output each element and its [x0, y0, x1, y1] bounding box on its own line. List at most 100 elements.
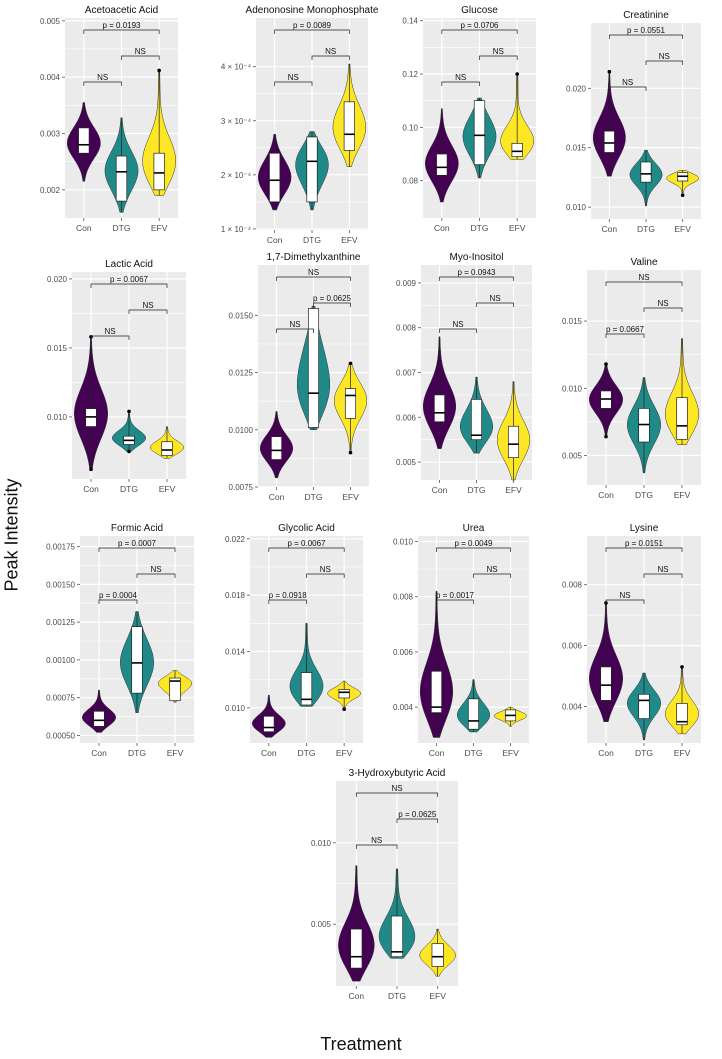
significance-bracket [313, 302, 351, 307]
x-tick-label-con: Con [76, 223, 92, 233]
outlier-point-efv [157, 68, 161, 73]
significance-label: p = 0.0151 [625, 539, 664, 548]
boxplot-dtg [470, 399, 483, 441]
panel-title: Creatinine [623, 10, 669, 21]
outlier-point-efv [348, 450, 353, 455]
significance-label: NS [622, 78, 633, 87]
boxplot-efv [507, 425, 520, 458]
significance-label: NS [325, 47, 336, 56]
y-tick-label: 0.006 [396, 413, 417, 422]
significance-bracket [441, 29, 518, 34]
boxplot-efv [343, 101, 355, 151]
significance-bracket [311, 55, 350, 60]
significance-bracket [473, 573, 511, 578]
y-tick-label: 0.022 [225, 535, 246, 544]
significance-bracket [439, 328, 477, 333]
boxplot-efv [161, 441, 173, 456]
significance-label: p = 0.0067 [287, 539, 326, 548]
x-tick-label-efv: EFV [674, 748, 691, 758]
boxplot-dtg [131, 626, 143, 694]
significance-bracket [608, 34, 684, 39]
panel-adenonosine-monophosphate: 1 × 10⁻⁴ 2 × 10⁻⁴ 3 × 10⁻⁴ 4 × 10⁻⁴ Con DTG EF… [221, 5, 379, 245]
significance-bracket [83, 29, 160, 34]
y-tick-label: 0.008 [396, 324, 417, 333]
significance-label: NS [135, 47, 146, 56]
x-tick-label-con: Con [598, 490, 614, 500]
boxplot-con [263, 715, 275, 733]
y-tick-label: 0.018 [225, 591, 246, 600]
y-tick-label: 0.007 [396, 369, 417, 378]
x-tick-label-dtg: DTG [465, 748, 483, 758]
x-tick-label-efv: EFV [151, 223, 168, 233]
boxplot-con [436, 153, 448, 176]
y-tick-label: 3 × 10⁻⁴ [221, 117, 252, 126]
boxplot-efv [676, 703, 688, 726]
boxplot-dtg [473, 100, 486, 166]
boxplot-efv [676, 397, 688, 440]
significance-bracket [605, 547, 683, 552]
boxplot-dtg [307, 308, 320, 428]
y-tick-label: 0.005 [396, 458, 417, 467]
significance-bracket [276, 328, 314, 333]
significance-label: NS [489, 294, 500, 303]
panel-title: Urea [463, 523, 485, 534]
significance-label: p = 0.0625 [313, 294, 352, 303]
y-tick-label: 0.14 [402, 17, 418, 26]
significance-label: p = 0.0049 [454, 539, 493, 548]
panel-title: Glucose [461, 5, 498, 16]
outlier-point-con [604, 362, 608, 366]
x-tick-label-con: Con [429, 748, 445, 758]
y-tick-label: 0.009 [396, 279, 417, 288]
y-tick-label: 0.0100 [229, 426, 254, 435]
significance-bracket [90, 283, 168, 288]
significance-label: p = 0.0918 [269, 591, 308, 600]
significance-label: NS [289, 320, 300, 329]
x-tick-label-con: Con [91, 748, 107, 758]
panel-title: Acetoacetic Acid [85, 5, 158, 16]
panel-title: Adenonosine Monophosphate [246, 5, 379, 16]
boxplot-efv [169, 677, 181, 702]
boxplot-efv [431, 943, 444, 967]
boxplot-con [430, 670, 443, 713]
significance-label: p = 0.0007 [118, 539, 157, 548]
x-tick-label-con: Con [432, 485, 448, 495]
y-tick-label: 0.00150 [46, 580, 75, 589]
y-tick-label: 0.004 [40, 73, 61, 82]
y-tick-label: 0.002 [40, 186, 61, 195]
y-tick-label: 0.08 [402, 177, 418, 186]
significance-bracket [274, 81, 313, 86]
boxplot-dtg [115, 155, 128, 202]
significance-bracket [476, 302, 514, 307]
significance-bracket [128, 309, 168, 314]
x-tick-label-dtg: DTG [303, 235, 321, 245]
panel-lysine: 0.004 0.006 0.008 Con DTG EFV Lysine NS NS p = 0.… [562, 523, 701, 758]
significance-bracket [268, 547, 345, 552]
significance-bracket [355, 844, 398, 849]
boxplot-dtg [306, 136, 318, 203]
significance-label: p = 0.0943 [457, 268, 496, 277]
panel-title: Myo-Inositol [450, 252, 504, 263]
x-tick-label-dtg: DTG [305, 492, 323, 502]
y-tick-label: 0.0150 [229, 311, 254, 320]
outlier-point-con [604, 434, 608, 439]
significance-bracket [608, 86, 647, 91]
y-tick-label: 0.00100 [46, 656, 75, 665]
significance-bracket [605, 599, 645, 604]
y-tick-label: 0.006 [562, 642, 583, 651]
panel-3-hydroxybutyric-acid: 0.005 0.010 Con DTG EFV 3-Hydroxybutyric Acid… [311, 768, 458, 1001]
y-tick-label: 1 × 10⁻⁴ [221, 225, 252, 234]
y-tick-label: 0.015 [47, 344, 68, 353]
boxplot-efv [338, 689, 350, 699]
panel-formic-acid: 0.00050 0.00075 0.00100 0.00125 0.00150 0.001… [46, 523, 194, 758]
significance-label: NS [455, 73, 466, 82]
y-tick-label: 0.008 [562, 581, 583, 590]
boxplot-dtg [640, 161, 652, 183]
boxplot-efv [511, 142, 523, 158]
significance-bracket [98, 599, 138, 604]
y-tick-label: 0.0075 [229, 483, 254, 492]
significance-label: NS [657, 299, 668, 308]
x-tick-label-efv: EFV [502, 748, 519, 758]
significance-bracket [645, 60, 684, 65]
significance-label: NS [150, 565, 161, 574]
significance-bracket [436, 599, 474, 604]
